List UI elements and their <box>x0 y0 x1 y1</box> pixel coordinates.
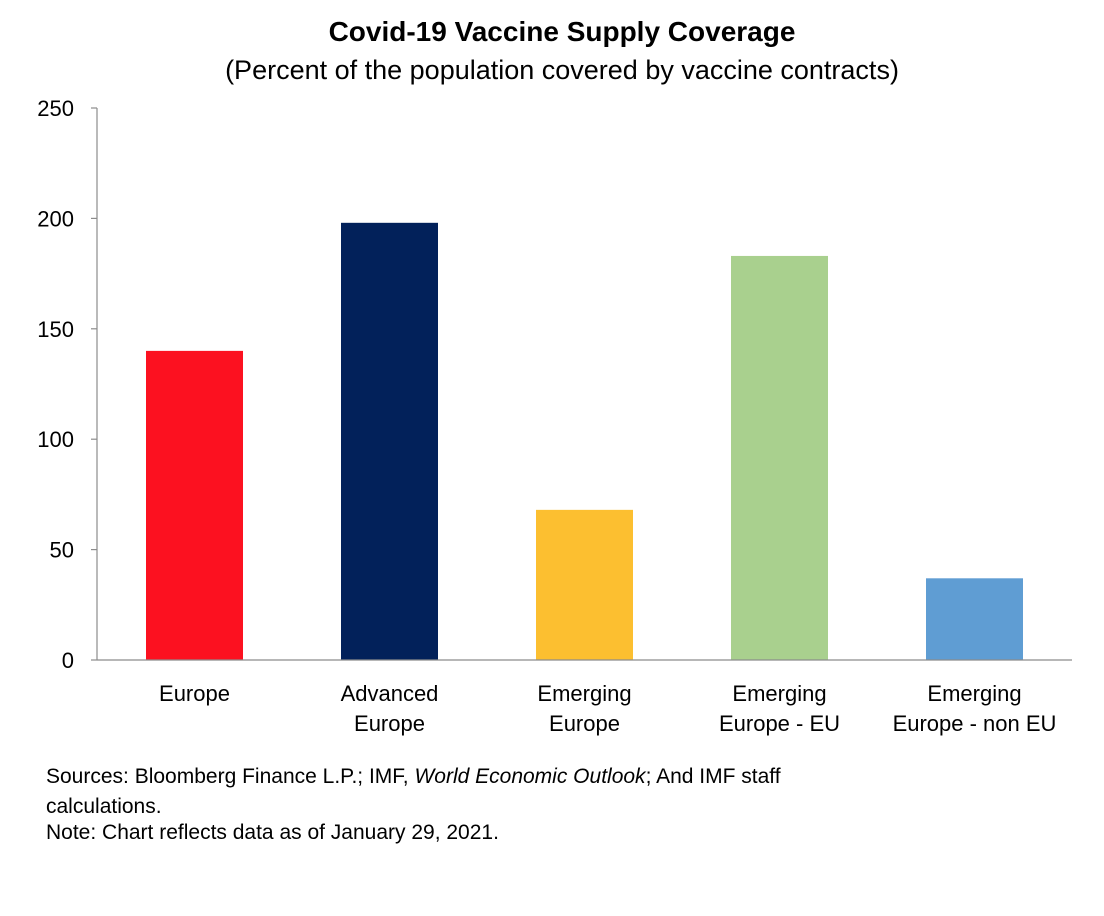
x-tick-label-line: Europe <box>159 681 230 706</box>
bar <box>341 222 438 661</box>
sources-prefix: Sources: Bloomberg Finance L.P.; IMF, <box>46 765 415 788</box>
bar <box>926 578 1023 660</box>
x-tick-label: Advanced Europe <box>341 681 439 736</box>
x-tick-label-line: Europe - EU <box>719 711 840 736</box>
y-tick-label: 250 <box>37 96 74 121</box>
y-axis: 0 50 100 150 200 250 <box>37 96 98 673</box>
x-tick-label-line: Emerging <box>927 681 1021 706</box>
x-tick-label-line: Europe <box>549 711 620 736</box>
date-note: Note: Chart reflects data as of January … <box>46 821 499 844</box>
x-tick-label-line: Europe - non EU <box>893 711 1057 736</box>
x-tick-label: Europe <box>159 681 230 706</box>
sources-italic-title: World Economic Outlook <box>414 765 646 788</box>
sources-note: Sources: Bloomberg Finance L.P.; IMF, Wo… <box>46 762 1046 822</box>
bar <box>146 350 243 660</box>
chart-title: Covid-19 Vaccine Supply Coverage <box>328 16 796 47</box>
x-tick-label-line: Emerging <box>537 681 631 706</box>
chart-subtitle: (Percent of the population covered by va… <box>225 55 899 85</box>
bar <box>731 255 828 660</box>
sources-suffix: ; And IMF staff <box>645 765 781 788</box>
x-tick-label: Emerging Europe <box>537 681 631 736</box>
y-tick-label: 150 <box>37 317 74 342</box>
x-tick-label-line: Europe <box>354 711 425 736</box>
x-tick-label-line: Emerging <box>732 681 826 706</box>
bars-group <box>146 222 1023 661</box>
y-tick-label: 50 <box>50 538 74 563</box>
y-tick-label: 0 <box>62 648 74 673</box>
sources-line-2: calculations. <box>46 795 162 818</box>
y-tick-label: 100 <box>37 427 74 452</box>
x-tick-label: Emerging Europe - non EU <box>893 681 1057 736</box>
x-tick-label-line: Advanced <box>341 681 439 706</box>
y-tick-label: 200 <box>37 206 74 231</box>
bar <box>536 509 633 660</box>
x-tick-label: Emerging Europe - EU <box>719 681 840 736</box>
